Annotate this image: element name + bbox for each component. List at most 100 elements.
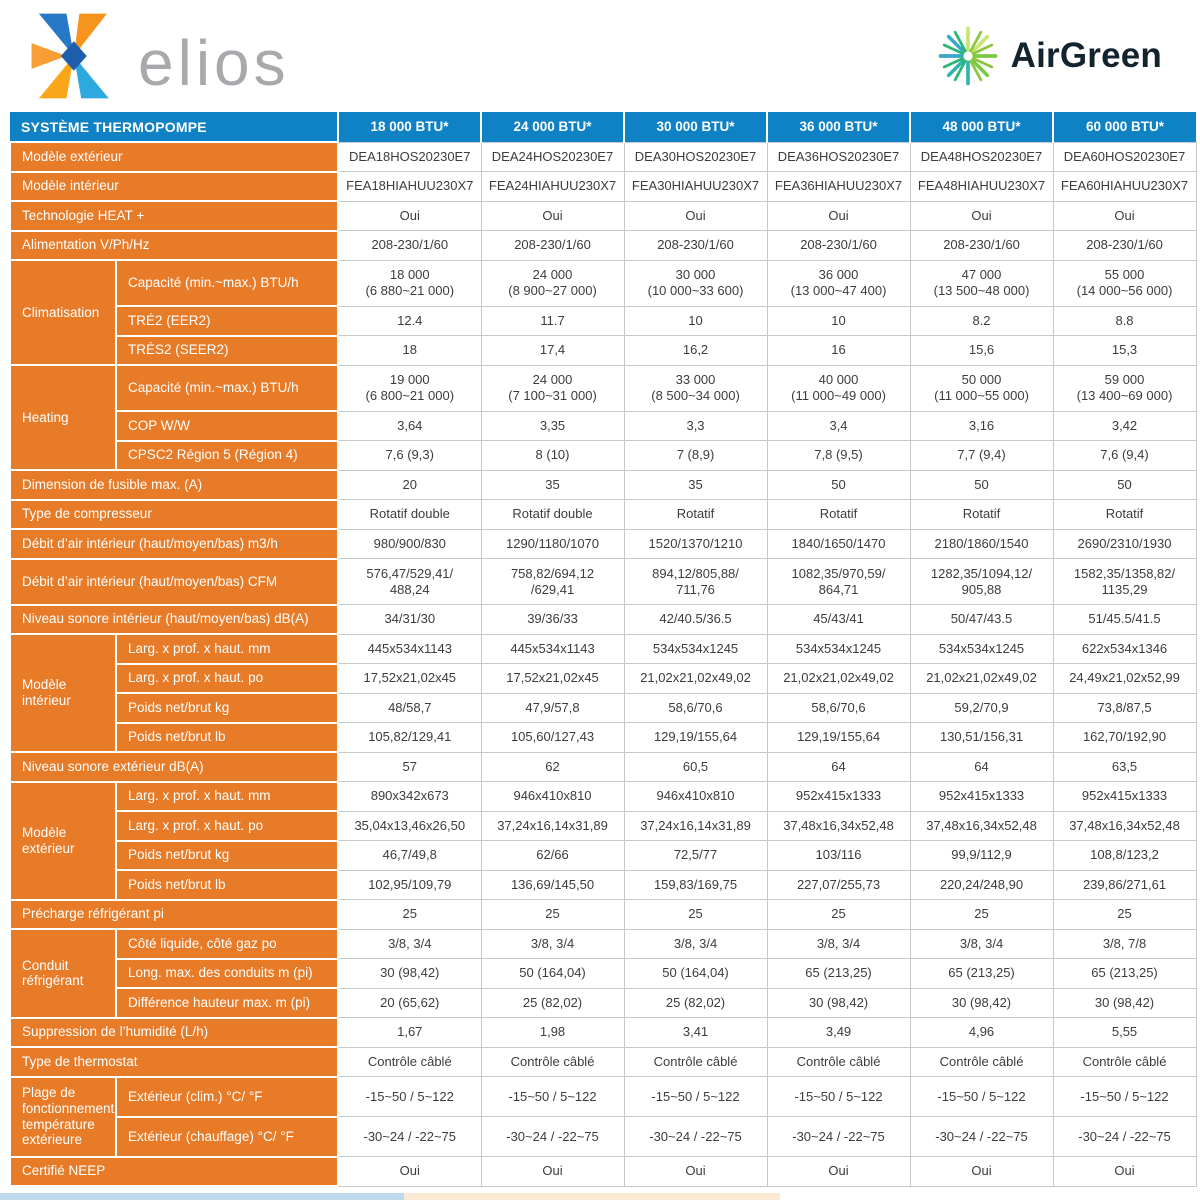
spec-value: 952x415x1333 xyxy=(1052,781,1197,812)
table-row: Poids net/brut kg 46,7/49,8 62/66 72,5/77 10… xyxy=(10,839,1197,871)
spec-value: 952x415x1333 xyxy=(766,781,911,812)
spec-value: 35 xyxy=(623,469,768,500)
table-row: Suppression de l’humidité (L/h) 1,67 1,98 3… xyxy=(8,1016,1197,1048)
spec-value: Rotatif double xyxy=(480,499,625,530)
spec-value: 3/8, 3/4 xyxy=(623,928,768,959)
row-label: TRÉ2 (EER2) xyxy=(114,305,340,337)
spec-value: 102,95/109,79 xyxy=(337,869,482,900)
row-label: Poids net/brut kg xyxy=(114,839,340,871)
spec-value: 3,49 xyxy=(766,1017,911,1048)
airgreen-snowflake-icon xyxy=(938,26,997,86)
spec-value: Rotatif xyxy=(623,499,768,530)
row-label: Côté liquide, côté gaz po xyxy=(114,928,340,960)
spec-value: 130,51/156,31 xyxy=(909,722,1054,753)
spec-value: 129,19/155,64 xyxy=(766,722,911,753)
page-header: elios AirGreen xyxy=(0,0,1200,112)
table-row: Dimension de fusible max. (A) 20 35 35 50 50 5… xyxy=(8,469,1197,501)
spec-value: 65 (213,25) xyxy=(909,958,1054,989)
table-body: Modèle extérieur DEA18HOS20230E7 DEA24HOS2… xyxy=(8,141,1197,1187)
spec-value: 105,82/129,41 xyxy=(337,722,482,753)
spec-value: 3,35 xyxy=(480,410,625,441)
spec-value: 445x534x1143 xyxy=(480,633,625,664)
spec-value: 30 (98,42) xyxy=(337,958,482,989)
spec-value: 99,9/112,9 xyxy=(909,840,1054,871)
spec-value: 3/8, 3/4 xyxy=(480,928,625,959)
spec-value: 64 xyxy=(909,751,1054,782)
spec-value: FEA48HIAHUU230X7 xyxy=(909,171,1054,202)
spec-value: 36 000 (13 000~47 400) xyxy=(766,259,911,307)
row-label: Certifié NEEP xyxy=(8,1155,340,1187)
spec-value: 17,4 xyxy=(480,335,625,366)
spec-value: 35 xyxy=(480,469,625,500)
spec-value: 57 xyxy=(337,751,482,782)
column-header: 48 000 BTU* xyxy=(909,112,1054,142)
spec-value: 24 000 (8 900~27 000) xyxy=(480,259,625,307)
spec-value: 24,49x21,02x52,99 xyxy=(1052,663,1197,694)
table-row: TRÉ2 (EER2) 12.4 11.7 10 10 8.2 8.8 xyxy=(10,305,1197,337)
spec-value: 39/36/33 xyxy=(480,604,625,635)
spec-value: 50 000 (11 000~55 000) xyxy=(909,364,1054,412)
row-label: Type de thermostat xyxy=(8,1046,340,1078)
spec-value: Contrôle câblé xyxy=(337,1046,482,1077)
row-label: CPSC2 Région 5 (Région 4) xyxy=(114,439,340,471)
spec-value: -15~50 / 5~122 xyxy=(1052,1076,1197,1117)
airgreen-logo: AirGreen xyxy=(935,23,1162,89)
row-label: Larg. x prof. x haut. po xyxy=(114,810,340,842)
column-header: 30 000 BTU* xyxy=(623,112,768,142)
spec-table: SYSTÈME THERMOPOMPE 18 000 BTU* 24 000 BTU… xyxy=(8,112,1197,1187)
spec-value: -30~24 / -22~75 xyxy=(623,1116,768,1157)
spec-value: 3,3 xyxy=(623,410,768,441)
table-row: COP W/W 3,64 3,35 3,3 3,4 3,16 3,42 xyxy=(10,410,1197,442)
spec-value: 46,7/49,8 xyxy=(337,840,482,871)
spec-value: DEA30HOS20230E7 xyxy=(623,141,768,172)
table-row: Poids net/brut lb 102,95/109,79 136,69/145… xyxy=(10,869,1197,901)
spec-value: Oui xyxy=(480,200,625,231)
spec-value: Contrôle câblé xyxy=(766,1046,911,1077)
spec-value: 3,16 xyxy=(909,410,1054,441)
row-label: Extérieur (chauffage) °C/ °F xyxy=(114,1115,340,1158)
row-label: Larg. x prof. x haut. po xyxy=(114,662,340,694)
spec-value: Oui xyxy=(1052,200,1197,231)
spec-value: 4,96 xyxy=(909,1017,1054,1048)
table-row: Larg. x prof. x haut. po 35,04x13,46x26,5… xyxy=(10,810,1197,842)
spec-value: 58,6/70,6 xyxy=(766,692,911,723)
spec-value: 10 xyxy=(623,305,768,336)
table-row: Poids net/brut kg 48/58,7 47,9/57,8 58,6/70… xyxy=(10,692,1197,724)
table-row: Certifié NEEP Oui Oui Oui Oui Oui Oui xyxy=(8,1155,1197,1187)
spec-value: 24 000 (7 100~31 000) xyxy=(480,364,625,412)
row-label: Long. max. des conduits m (pi) xyxy=(114,957,340,989)
spec-value: 15,6 xyxy=(909,335,1054,366)
spec-value: Contrôle câblé xyxy=(480,1046,625,1077)
spec-value: -15~50 / 5~122 xyxy=(480,1076,625,1117)
spec-value: 37,48x16,34x52,48 xyxy=(909,810,1054,841)
spec-value: DEA48HOS20230E7 xyxy=(909,141,1054,172)
table-row: Larg. x prof. x haut. po 17,52x21,02x45 17… xyxy=(10,662,1197,694)
row-label: Différence hauteur max. m (pi) xyxy=(114,987,340,1019)
spec-value: 1840/1650/1470 xyxy=(766,528,911,559)
spec-value: 3/8, 3/4 xyxy=(337,928,482,959)
row-label: Poids net/brut lb xyxy=(114,869,340,901)
spec-value: 63,5 xyxy=(1052,751,1197,782)
spec-value: 208-230/1/60 xyxy=(337,230,482,261)
spec-value: Oui xyxy=(337,200,482,231)
row-label: Niveau sonore extérieur dB(A) xyxy=(8,751,340,783)
table-title: SYSTÈME THERMOPOMPE xyxy=(10,112,339,142)
row-label: Larg. x prof. x haut. mm xyxy=(114,633,340,665)
table-row: TRÉS2 (SEER2) 18 17,4 16,2 16 15,6 15,3 xyxy=(10,334,1197,366)
spec-value: 8 (10) xyxy=(480,440,625,471)
elios-logo-text: elios xyxy=(138,27,290,99)
row-group-label: Modèle intérieur xyxy=(9,633,117,753)
row-label: Débit d’air intérieur (haut/moyen/bas) C… xyxy=(8,557,340,606)
table-row: Heating Capacité (min.~max.) BTU/h 19 000 … xyxy=(9,364,1197,471)
row-label: COP W/W xyxy=(114,410,340,442)
elios-logo: elios xyxy=(26,8,290,104)
spec-value: -30~24 / -22~75 xyxy=(480,1116,625,1157)
spec-value: Contrôle câblé xyxy=(623,1046,768,1077)
spec-value: 2690/2310/1930 xyxy=(1052,528,1197,559)
spec-value: 208-230/1/60 xyxy=(480,230,625,261)
table-row: Plage de fonctionnement température exté… xyxy=(9,1075,1197,1158)
row-label: Modèle intérieur xyxy=(8,170,340,202)
spec-value: Oui xyxy=(337,1156,482,1187)
spec-value: 239,86/271,61 xyxy=(1052,869,1197,900)
spec-value: Oui xyxy=(909,1156,1054,1187)
